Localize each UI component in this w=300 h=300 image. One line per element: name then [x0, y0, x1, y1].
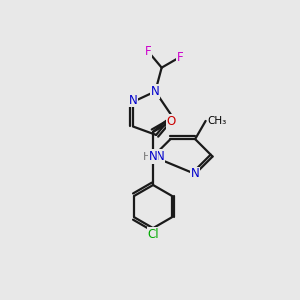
Text: N: N [151, 85, 160, 98]
Text: N: N [149, 150, 158, 163]
Text: Cl: Cl [147, 228, 159, 241]
Text: F: F [176, 51, 183, 64]
Text: CH₃: CH₃ [207, 116, 226, 126]
Text: N: N [155, 150, 164, 163]
Text: N: N [129, 94, 137, 107]
Text: N: N [191, 167, 200, 180]
Text: H: H [142, 152, 151, 161]
Text: O: O [167, 115, 176, 128]
Text: F: F [145, 45, 152, 58]
